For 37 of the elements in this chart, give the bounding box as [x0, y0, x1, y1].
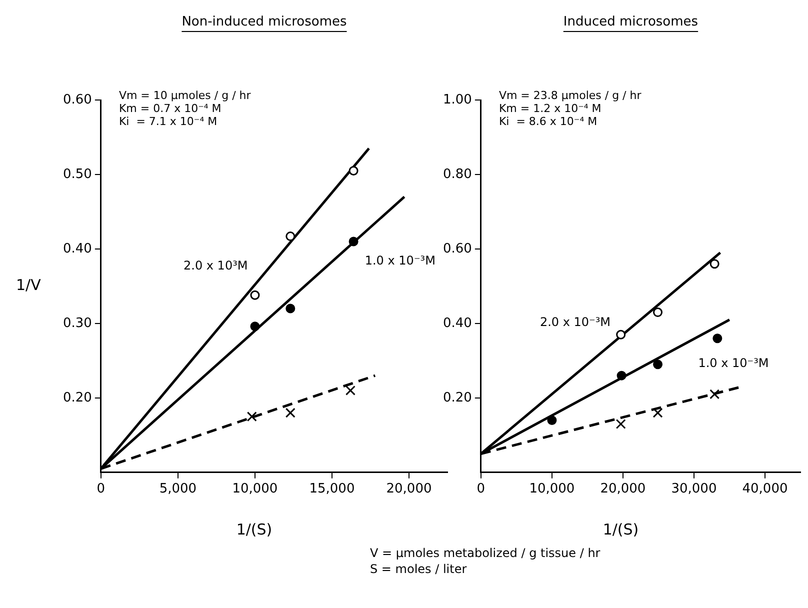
text: S = moles / liter [370, 561, 468, 577]
x-tick-label: 0 [476, 482, 486, 497]
series-label: 1.0 x 10⁻³M [364, 254, 436, 268]
annotation: Km = 0.7 x 10⁻⁴ M [118, 102, 222, 115]
series-label: 2.0 x 10³M [183, 258, 248, 273]
x-tick-label: 40,000 [742, 482, 788, 497]
text: V = µmoles metabolized / g tissue / hr [370, 545, 600, 561]
y-tick-label: 1.00 [442, 92, 472, 108]
y-tick-label: 0.80 [442, 166, 472, 182]
annotation: Vm = 10 µmoles / g / hr [118, 88, 252, 102]
y-tick-label: 0.60 [62, 92, 92, 108]
y-tick-label: 0.50 [62, 166, 92, 182]
y-tick-label: 0.40 [62, 241, 92, 256]
x-tick-label: 30,000 [671, 482, 717, 497]
x-axis-title: 1/(S) [236, 520, 272, 538]
x-tick-label: 5,000 [159, 482, 197, 497]
x-tick-label: 20,000 [600, 482, 646, 497]
y-tick-label: 0.20 [442, 390, 472, 406]
series-label: 1.0 x 10⁻³M [698, 356, 769, 370]
x-axis-title: 1/(S) [602, 520, 639, 538]
chart-title: Non-induced microsomes [182, 14, 347, 30]
chart-title: Induced microsomes [563, 14, 698, 30]
annotation: Vm = 23.8 µmoles / g / hr [498, 88, 642, 102]
y-tick-label: 0.30 [62, 316, 92, 331]
x-tick-label: 20,000 [386, 482, 432, 497]
x-tick-label: 10,000 [529, 482, 575, 497]
y-tick-label: 0.60 [442, 241, 472, 256]
x-tick-label: 0 [96, 482, 106, 497]
y-tick-label: 0.20 [62, 390, 92, 406]
annotation: Km = 1.2 x 10⁻⁴ M [498, 102, 602, 115]
x-tick-label: 15,000 [309, 482, 355, 497]
y-tick-label: 0.40 [442, 316, 472, 331]
x-tick-label: 10,000 [232, 482, 278, 497]
annotation: Ki = 7.1 x 10⁻⁴ M [118, 114, 218, 128]
annotation: Ki = 8.6 x 10⁻⁴ M [498, 114, 598, 128]
series-label: 2.0 x 10⁻³M [540, 315, 611, 330]
y-axis-title: 1/V [16, 276, 42, 294]
